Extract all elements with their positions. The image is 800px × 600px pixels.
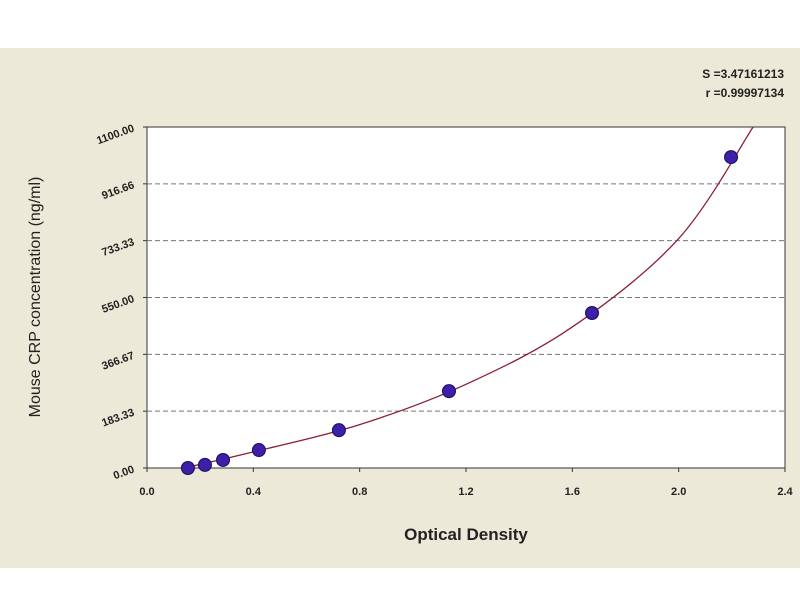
data-point: [331, 423, 346, 438]
annotation: S =3.47161213: [702, 67, 784, 81]
x-axis-label: Optical Density: [404, 525, 528, 544]
data-point: [197, 457, 212, 472]
x-tick-label: 0.0: [139, 486, 154, 498]
x-tick-label: 0.8: [352, 486, 367, 498]
x-tick-label: 0.4: [246, 486, 262, 498]
x-tick-label: 2.4: [777, 486, 793, 498]
x-tick-label: 2.0: [671, 486, 686, 498]
annotation: r =0.99997134: [706, 86, 785, 100]
data-point: [441, 384, 456, 399]
x-tick-label: 1.2: [458, 486, 473, 498]
y-axis-label: Mouse CRP concentration (ng/ml): [27, 177, 44, 418]
data-point: [251, 443, 266, 458]
plot-area: [146, 126, 786, 469]
data-point: [585, 306, 600, 320]
data-point: [724, 150, 739, 165]
data-point: [180, 461, 195, 475]
x-tick-label: 1.6: [565, 486, 580, 498]
data-point: [216, 452, 231, 467]
